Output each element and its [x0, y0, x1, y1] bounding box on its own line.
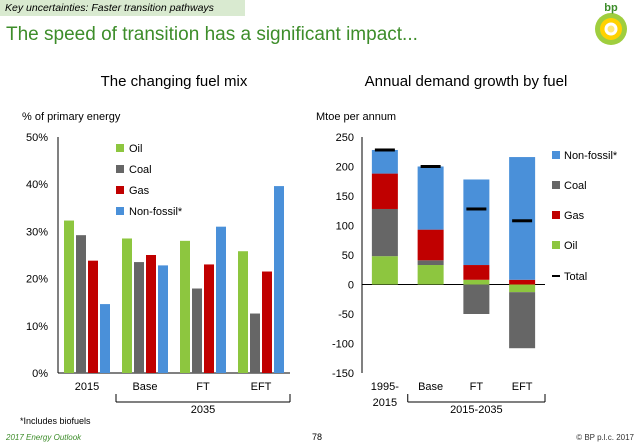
bar-coal-ft — [192, 289, 202, 373]
stack-non-fossil-ft — [463, 179, 489, 265]
footer-publication: 2017 Energy Outlook — [6, 433, 81, 442]
right-chart-title: Annual demand growth by fuel — [365, 73, 568, 90]
stack-non-fossil-base — [418, 167, 444, 230]
left-legend-label-oil: Oil — [129, 143, 142, 155]
bar-coal-eft — [250, 314, 260, 373]
total-marker-base — [421, 165, 441, 168]
bar-gas-eft — [262, 272, 272, 373]
stack-oil-eft — [509, 285, 535, 293]
left-legend-label-coal: Coal — [129, 164, 152, 176]
right-legend-label-total: Total — [564, 271, 587, 283]
left-chart-ylabel: % of primary energy — [22, 111, 121, 123]
right-legend-label-coal: Coal — [564, 180, 587, 192]
right-y-tick-label: 50 — [342, 250, 354, 262]
right-x-tick-label: 1995- — [371, 381, 399, 393]
stack-coal-1995-2015 — [372, 209, 398, 256]
stack-gas-ft — [463, 265, 489, 280]
stack-non-fossil-eft — [509, 157, 535, 280]
right-legend-swatch-coal — [552, 181, 560, 189]
right-y-tick-label: -100 — [332, 339, 354, 351]
left-chart-title: The changing fuel mix — [101, 73, 248, 90]
charts-area: The changing fuel mix % of primary energy… — [0, 0, 640, 446]
bar-gas-base — [146, 255, 156, 373]
left-legend-label-gas: Gas — [129, 185, 150, 197]
left-x-tick-label: Base — [132, 381, 157, 393]
left-legend-swatch-non-fossil — [116, 207, 124, 215]
bar-coal-base — [134, 262, 144, 373]
left-y-tick-label: 20% — [26, 274, 48, 286]
bar-non-fossil-base — [158, 265, 168, 373]
left-x-tick-label: EFT — [251, 381, 272, 393]
right-y-tick-label: -50 — [338, 309, 354, 321]
stack-gas-eft — [509, 280, 535, 285]
stack-coal-eft — [509, 292, 535, 348]
right-legend-label-oil: Oil — [564, 240, 577, 252]
bar-coal-2015 — [76, 235, 86, 373]
left-y-tick-label: 30% — [26, 226, 48, 238]
right-x-tick-label: Base — [418, 381, 443, 393]
stack-oil-ft — [463, 280, 489, 285]
stack-gas-1995-2015 — [372, 174, 398, 209]
bar-oil-2015 — [64, 221, 74, 373]
right-x-tick-label: 2015 — [373, 397, 397, 409]
bar-gas-2015 — [88, 261, 98, 373]
bar-gas-ft — [204, 264, 214, 373]
left-legend-label-non-fossil: Non-fossil* — [129, 206, 183, 218]
footnote: *Includes biofuels — [20, 416, 91, 426]
right-x-tick-label: FT — [470, 381, 484, 393]
bar-non-fossil-2015 — [100, 304, 110, 373]
right-legend-swatch-oil — [552, 241, 560, 249]
right-chart-ylabel: Mtoe per annum — [316, 111, 396, 123]
bar-oil-eft — [238, 251, 248, 373]
left-legend-swatch-gas — [116, 186, 124, 194]
bar-oil-base — [122, 238, 132, 373]
right-y-tick-label: -150 — [332, 368, 354, 380]
left-group-label: 2035 — [191, 404, 215, 416]
right-y-tick-label: 200 — [336, 162, 354, 174]
right-legend-label-gas: Gas — [564, 210, 585, 222]
right-legend-label-non-fossil: Non-fossil* — [564, 150, 618, 162]
right-y-tick-label: 150 — [336, 191, 354, 203]
right-y-tick-label: 100 — [336, 221, 354, 233]
stack-gas-base — [418, 230, 444, 261]
right-y-tick-label: 250 — [336, 132, 354, 144]
left-x-tick-label: 2015 — [75, 381, 99, 393]
footer-copyright: © BP p.l.c. 2017 — [576, 433, 634, 442]
total-marker-ft — [466, 207, 486, 210]
left-x-tick-label: FT — [196, 381, 210, 393]
stack-non-fossil-1995-2015 — [372, 150, 398, 174]
bar-non-fossil-ft — [216, 227, 226, 373]
right-legend-swatch-non-fossil — [552, 151, 560, 159]
left-y-tick-label: 40% — [26, 179, 48, 191]
right-y-tick-label: 0 — [348, 280, 354, 292]
right-legend-swatch-gas — [552, 211, 560, 219]
stack-oil-base — [418, 265, 444, 284]
bar-non-fossil-eft — [274, 186, 284, 373]
right-group-label: 2015-2035 — [450, 404, 503, 416]
bar-oil-ft — [180, 241, 190, 373]
total-marker-eft — [512, 219, 532, 222]
stack-oil-1995-2015 — [372, 256, 398, 284]
left-legend-swatch-coal — [116, 165, 124, 173]
left-y-tick-label: 0% — [32, 368, 48, 380]
left-y-tick-label: 10% — [26, 321, 48, 333]
stack-coal-base — [418, 260, 444, 265]
total-marker-1995-2015 — [375, 148, 395, 151]
stack-coal-ft — [463, 285, 489, 315]
right-x-tick-label: EFT — [512, 381, 533, 393]
left-legend-swatch-oil — [116, 144, 124, 152]
page-number: 78 — [312, 432, 322, 442]
left-y-tick-label: 50% — [26, 132, 48, 144]
